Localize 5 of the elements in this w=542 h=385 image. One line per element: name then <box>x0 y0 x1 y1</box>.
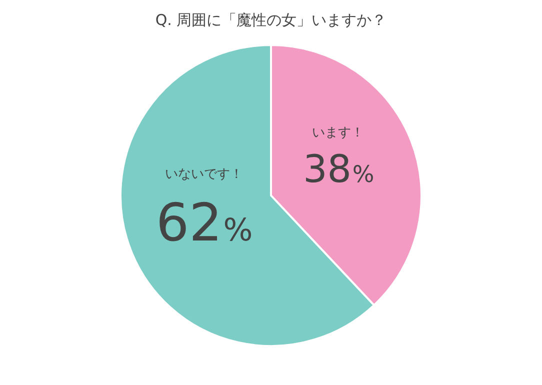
slice-label: います！ <box>312 126 364 141</box>
chart-title: Q. 周囲に「魔性の女」いますか？ <box>155 10 387 29</box>
slice-label: いないです！ <box>164 166 243 182</box>
data-label: 38% <box>303 147 374 192</box>
data-label: 62% <box>156 193 253 254</box>
